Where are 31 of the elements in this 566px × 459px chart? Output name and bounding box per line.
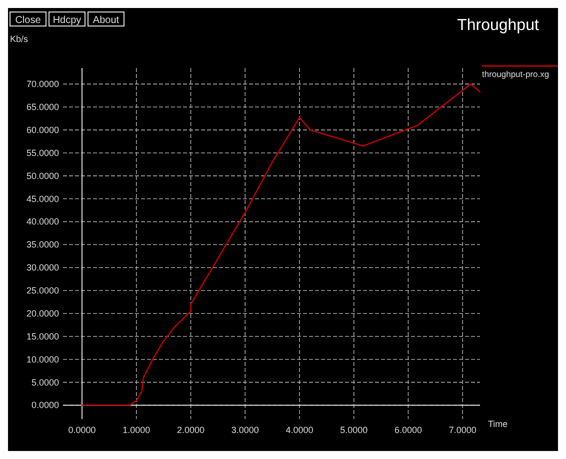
y-tick-label: 30.0000 <box>26 262 59 273</box>
x-tick-label: 0.0000 <box>68 425 96 435</box>
y-tick-label: 45.0000 <box>26 194 59 204</box>
x-tick-label: 2.0000 <box>177 425 205 435</box>
line-series <box>81 83 481 406</box>
y-tick-label: 40.0000 <box>26 216 59 227</box>
y-tick-label: 60.0000 <box>26 124 59 135</box>
series-label: throughput-pro.xg <box>482 69 550 79</box>
x-tick-label: 1.0000 <box>122 425 150 435</box>
chart-title: Throughput <box>457 17 540 34</box>
y-axis-title: Kb/s <box>10 34 29 44</box>
y-tick-label: 5.0000 <box>31 377 59 388</box>
x-axis-title: Time <box>488 419 508 429</box>
y-tick-label: 10.0000 <box>26 354 59 364</box>
y-tick-label: 15.0000 <box>26 331 59 342</box>
x-tick-label: 3.0000 <box>231 425 259 435</box>
text: Close <box>15 15 42 26</box>
x-tick-label: 4.0000 <box>286 425 314 435</box>
text: Hdcpy <box>52 15 82 26</box>
x-tick-label: 7.0000 <box>448 425 476 435</box>
text: About <box>92 15 120 26</box>
y-tick-label: 0.0000 <box>31 400 59 410</box>
y-tick-label: 35.0000 <box>26 240 59 250</box>
y-tick-label: 70.0000 <box>26 79 59 90</box>
y-tick-label: 55.0000 <box>26 148 59 158</box>
y-tick-label: 50.0000 <box>26 170 59 181</box>
x-tick-label: 5.0000 <box>340 425 368 435</box>
y-tick-label: 25.0000 <box>26 286 59 296</box>
y-tick-label: 65.0000 <box>26 102 59 112</box>
y-tick-label: 20.0000 <box>26 308 59 318</box>
x-tick-label: 6.0000 <box>394 425 422 435</box>
